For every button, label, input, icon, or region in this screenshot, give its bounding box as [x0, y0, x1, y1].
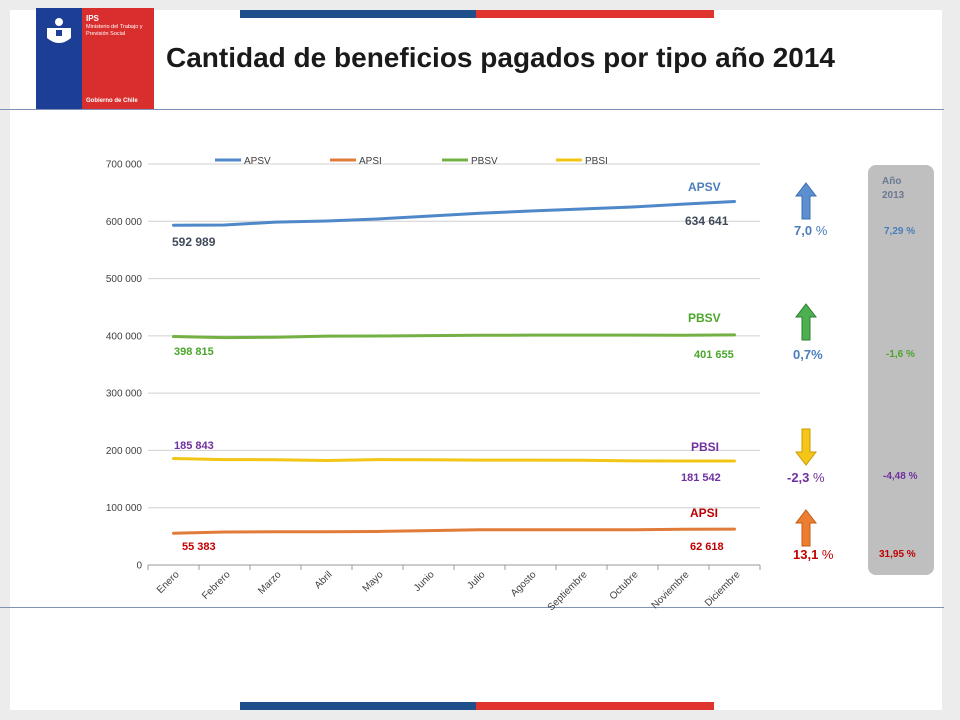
- x-tick-label: Octubre: [608, 569, 641, 602]
- apsv-pct-change-suffix: %: [812, 223, 828, 238]
- x-tick-label: Febrero: [200, 569, 233, 602]
- pbsi-prev-year: -4,48 %: [883, 471, 918, 482]
- logo-ips-text: IPS: [86, 14, 99, 23]
- top-stripe-blue: [240, 10, 476, 18]
- slide: [10, 10, 942, 710]
- y-tick-label: 600 000: [106, 217, 143, 228]
- legend-label-apsi: APSI: [359, 156, 382, 167]
- pbsi-pct-change-suffix: %: [809, 470, 825, 485]
- series-line-pbsv: [172, 333, 736, 340]
- x-tick-label: Enero: [155, 569, 182, 596]
- pbsi-pct-change-number: -2,3: [787, 470, 810, 485]
- apsi-end-value: 62 618: [690, 541, 724, 553]
- y-tick-label: 200 000: [106, 446, 143, 457]
- legend-label-pbsi: PBSI: [585, 156, 608, 167]
- y-tick-label: 100 000: [106, 503, 143, 514]
- legend-label-apsv: APSV: [244, 156, 271, 167]
- bottom-stripe-red: [476, 702, 714, 710]
- apsi-series-label: APSI: [690, 506, 719, 520]
- apsv-series-label: APSV: [688, 180, 721, 194]
- bottom-stripe-blue: [240, 702, 476, 710]
- pbsv-start-value: 398 815: [174, 346, 214, 358]
- series-line-apsv: [172, 199, 736, 227]
- pbsi-end-value: 181 542: [681, 472, 721, 484]
- y-tick-label: 300 000: [106, 389, 143, 400]
- footer-divider: [0, 607, 944, 608]
- y-tick-label: 700 000: [106, 160, 143, 171]
- apsv-prev-year: 7,29 %: [884, 226, 916, 237]
- x-tick-label: Abril: [313, 569, 335, 591]
- x-tick-label: Julio: [465, 569, 488, 592]
- x-tick-label: Septiembre: [546, 569, 590, 613]
- series-line-apsi: [172, 527, 736, 535]
- apsi-pct-change-number: 13,1: [793, 547, 819, 562]
- y-tick-label: 0: [136, 561, 142, 572]
- apsv-end-value: 634 641: [685, 214, 729, 228]
- chart-series: [172, 199, 736, 535]
- pbsi-series-label: PBSI: [691, 440, 720, 454]
- logo-gobierno-text: Gobierno de Chile: [86, 98, 138, 104]
- pbsi-start-value: 185 843: [174, 440, 214, 452]
- previous-year-panel: [868, 165, 934, 575]
- apsi-prev-year: 31,95 %: [879, 549, 916, 560]
- x-tick-label: Marzo: [256, 569, 284, 597]
- x-tick-label: Noviembre: [650, 569, 692, 611]
- chart-legend: APSV APSI PBSV PBSI: [215, 156, 608, 167]
- x-tick-label: Mayo: [361, 569, 386, 594]
- apsv-start-value: 592 989: [172, 235, 216, 249]
- pbsv-up-arrow-icon: [795, 303, 817, 341]
- apsi-pct-change: 13,1 %: [793, 547, 833, 562]
- pbsv-pct-change-number: 0,7%: [793, 347, 823, 362]
- pbsv-pct-change: 0,7%: [793, 347, 823, 362]
- apsv-up-arrow-icon: [795, 182, 817, 220]
- coat-of-arms-icon: [47, 18, 71, 43]
- page-title: Cantidad de beneficios pagados por tipo …: [166, 42, 836, 73]
- pbsv-series-label: PBSV: [688, 311, 721, 325]
- x-tick-label: Diciembre: [703, 569, 743, 609]
- x-tick-label: Agosto: [509, 569, 539, 599]
- apsv-pct-change: 7,0 %: [794, 223, 827, 238]
- pbsi-pct-change: -2,3 %: [787, 470, 825, 485]
- gobierno-logo: IPS Ministerio del Trabajo y Previsión S…: [36, 8, 154, 110]
- apsi-start-value: 55 383: [182, 541, 216, 553]
- side-panel-title: Año 2013: [882, 176, 905, 201]
- y-axis-ticks: 0 100 000 200 000 300 000 400 000 500 000 600 …: [106, 160, 143, 572]
- logo-ministerio-text: Ministerio del Trabajo y Previsión Socia…: [86, 24, 143, 37]
- apsi-up-arrow-icon: [795, 509, 817, 547]
- apsv-pct-change-number: 7,0: [794, 223, 813, 238]
- pbsi-down-arrow-icon: [795, 428, 817, 466]
- x-tick-label: Junio: [412, 569, 437, 594]
- apsi-pct-change-suffix: %: [818, 547, 834, 562]
- series-line-pbsi: [172, 457, 736, 463]
- top-stripe-red: [476, 10, 714, 18]
- pbsv-prev-year: -1,6 %: [886, 349, 915, 360]
- y-tick-label: 400 000: [106, 331, 143, 342]
- y-tick-label: 500 000: [106, 274, 143, 285]
- x-axis-ticks: Enero Febrero Marzo Abril Mayo Junio Julio Agos…: [155, 569, 743, 613]
- legend-label-pbsv: PBSV: [471, 156, 498, 167]
- header-divider: [0, 109, 944, 110]
- pbsv-end-value: 401 655: [694, 349, 734, 361]
